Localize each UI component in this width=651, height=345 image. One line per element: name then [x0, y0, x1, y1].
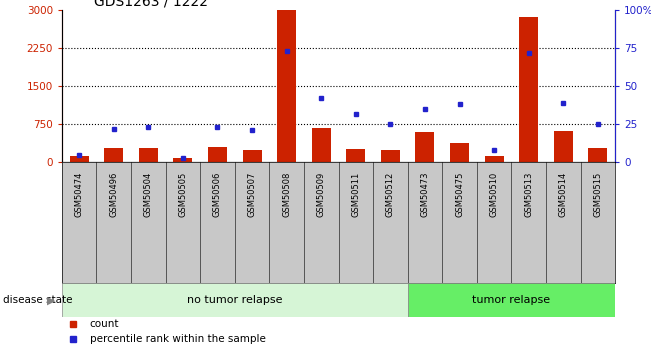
- Bar: [62, 283, 408, 317]
- Bar: [519, 17, 538, 162]
- Bar: [312, 128, 331, 162]
- Bar: [381, 150, 400, 162]
- Bar: [243, 150, 262, 162]
- Text: GSM50509: GSM50509: [317, 172, 326, 217]
- Bar: [173, 158, 193, 162]
- Text: GSM50496: GSM50496: [109, 172, 118, 217]
- Text: GSM50511: GSM50511: [352, 172, 360, 217]
- Text: GSM50514: GSM50514: [559, 172, 568, 217]
- Text: GSM50506: GSM50506: [213, 172, 222, 217]
- Bar: [139, 148, 158, 162]
- Bar: [208, 147, 227, 162]
- Text: tumor relapse: tumor relapse: [473, 295, 551, 305]
- Text: GSM50505: GSM50505: [178, 172, 187, 217]
- Text: disease state: disease state: [3, 295, 73, 305]
- Text: GSM50515: GSM50515: [594, 172, 602, 217]
- Text: count: count: [89, 319, 119, 329]
- Bar: [415, 132, 434, 162]
- Bar: [70, 156, 89, 162]
- Text: GSM50508: GSM50508: [282, 172, 291, 217]
- Bar: [554, 131, 573, 162]
- Text: ▶: ▶: [47, 295, 55, 305]
- Text: GSM50510: GSM50510: [490, 172, 499, 217]
- Text: GSM50473: GSM50473: [421, 172, 430, 217]
- Bar: [408, 283, 615, 317]
- Text: GSM50474: GSM50474: [75, 172, 83, 217]
- Bar: [277, 10, 296, 162]
- Text: GDS1263 / 1222: GDS1263 / 1222: [94, 0, 208, 9]
- Text: GSM50504: GSM50504: [144, 172, 153, 217]
- Text: GSM50507: GSM50507: [247, 172, 256, 217]
- Text: GSM50475: GSM50475: [455, 172, 464, 217]
- Bar: [484, 156, 504, 162]
- Text: GSM50512: GSM50512: [386, 172, 395, 217]
- Text: GSM50513: GSM50513: [524, 172, 533, 217]
- Bar: [346, 149, 365, 162]
- Text: no tumor relapse: no tumor relapse: [187, 295, 283, 305]
- Bar: [104, 148, 123, 162]
- Bar: [450, 144, 469, 162]
- Bar: [589, 148, 607, 162]
- Text: percentile rank within the sample: percentile rank within the sample: [89, 335, 266, 344]
